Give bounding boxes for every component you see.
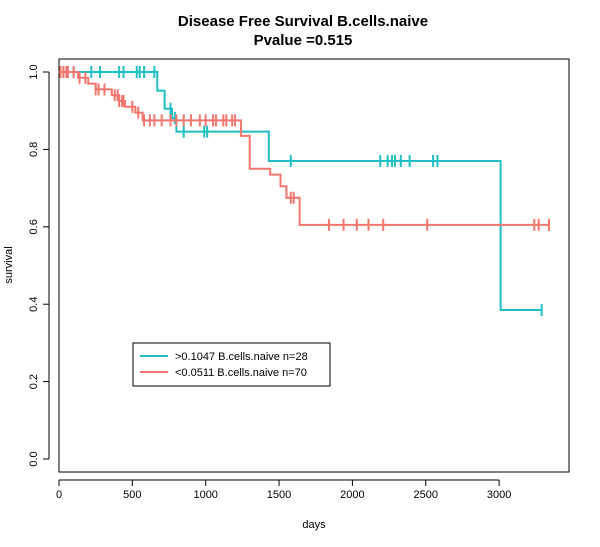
y-tick-label: 0.0 [28, 451, 40, 466]
y-tick-label: 0.2 [28, 374, 40, 389]
series-layer [59, 66, 550, 317]
legend-box [132, 342, 331, 387]
x-axis-label: days [302, 519, 326, 531]
x-tick-label: 500 [123, 489, 141, 501]
plot-frame [58, 58, 570, 473]
y-tick-label: 0.4 [28, 297, 40, 312]
series-1 [59, 66, 550, 231]
x-tick-label: 1000 [193, 489, 217, 501]
y-tick-label: 1.0 [28, 64, 40, 79]
legend-label-low: <0.0511 B.cells.naive n=70 [175, 367, 307, 379]
legend-label-high: >0.1047 B.cells.naive n=28 [175, 351, 308, 363]
axes: 0 500 1000 1500 2000 2500 3000 0.0 0.2 0.4 0.6 0.8 1… [28, 64, 511, 501]
survival-curve [59, 71, 549, 226]
x-tick-label: 1500 [267, 489, 291, 501]
y-axis-label: survival [3, 246, 15, 283]
x-tick-label: 2000 [340, 489, 364, 501]
x-tick-label: 3000 [487, 489, 511, 501]
chart-title: Disease Free Survival B.cells.naive [178, 13, 428, 30]
x-tick-label: 2500 [414, 489, 438, 501]
chart-subtitle: Pvalue =0.515 [254, 32, 353, 49]
legend: >0.1047 B.cells.naive n=28 <0.0511 B.cel… [132, 342, 331, 387]
y-tick-label: 0.8 [28, 142, 40, 157]
y-tick-label: 0.6 [28, 219, 40, 234]
x-tick-label: 0 [56, 489, 62, 501]
